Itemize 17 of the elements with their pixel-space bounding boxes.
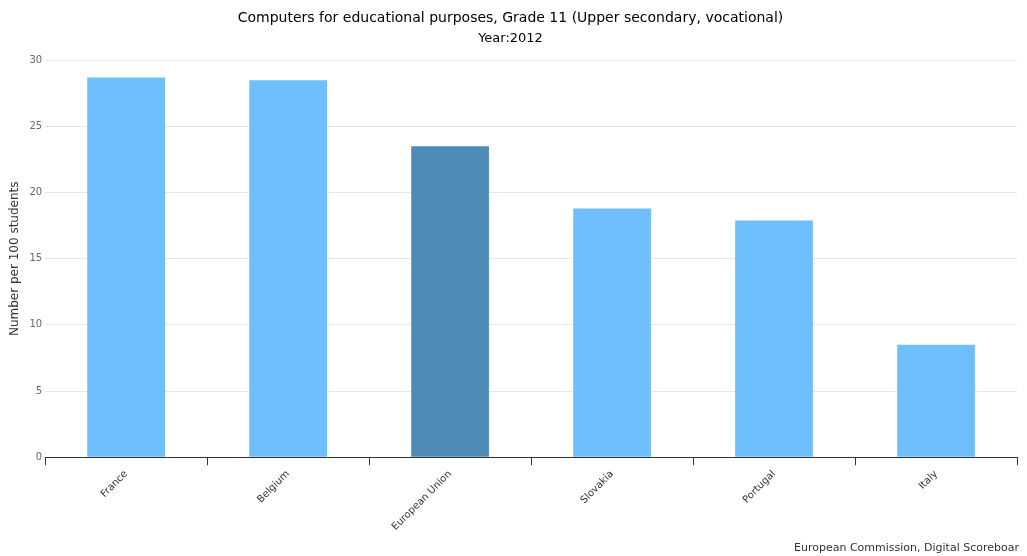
bar: [411, 146, 489, 457]
y-tick-label: 20: [29, 186, 43, 198]
bar: [573, 208, 651, 457]
y-tick-label: 10: [29, 318, 43, 330]
y-tick-label: 25: [29, 120, 43, 132]
y-tick-label: 5: [35, 384, 43, 396]
text: European Commission, Digital Scoreboar: [794, 541, 1019, 554]
y-axis-title: Number per 100 students: [7, 181, 22, 337]
bar: [249, 80, 327, 457]
bar: [735, 220, 813, 457]
y-tick-label: 15: [29, 252, 43, 264]
chart-title: Computers for educational purposes, Grade 11 (Upper secondary, vocational): [237, 9, 784, 26]
bar: [87, 77, 165, 457]
bar: [897, 344, 975, 457]
y-tick-label: 30: [29, 53, 43, 65]
y-tick-label: 0: [35, 450, 43, 462]
chart-subtitle: Year:2012: [477, 29, 543, 45]
